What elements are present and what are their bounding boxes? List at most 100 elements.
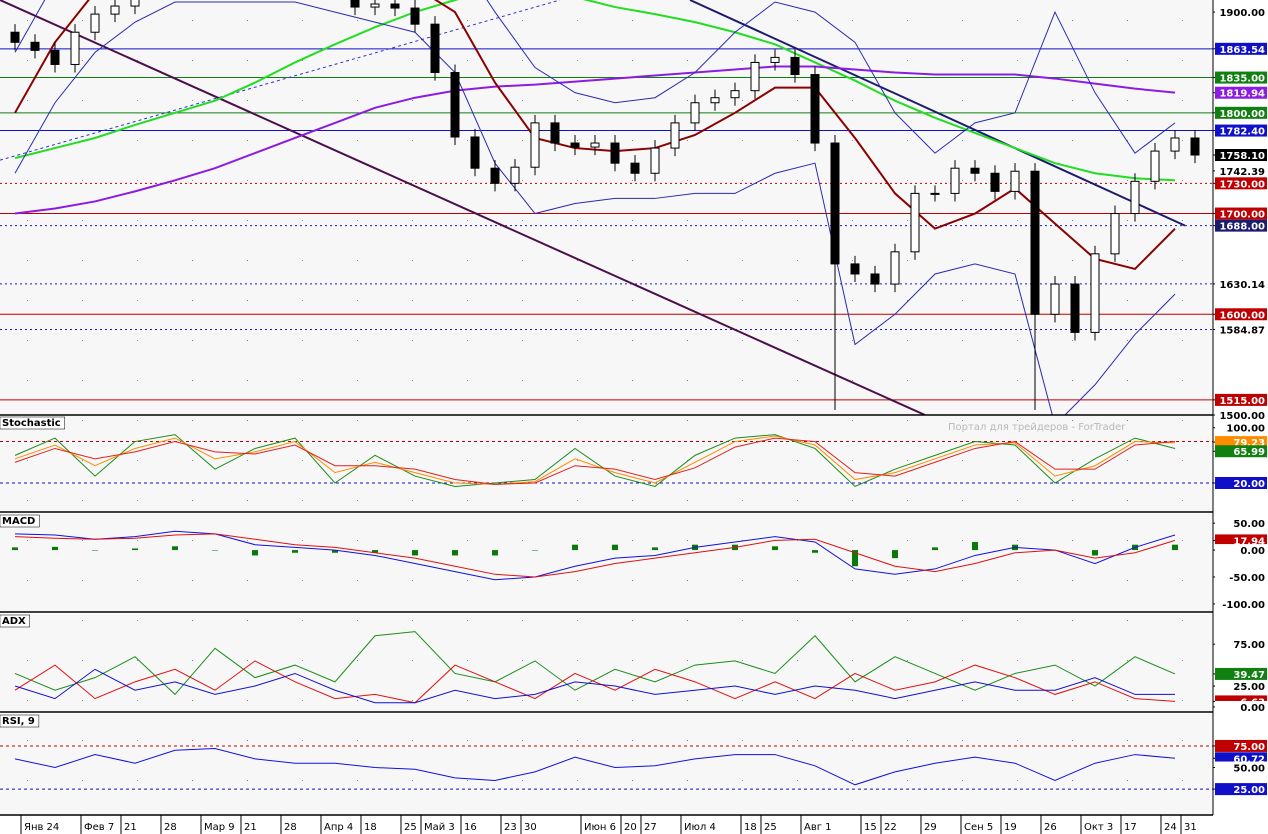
histogram-bar (612, 544, 618, 551)
histogram-bar (772, 546, 778, 551)
x-tick-label: 23 (504, 822, 517, 833)
x-tick-label: 25 (404, 822, 417, 833)
x-tick-label: Май 3 (424, 822, 455, 833)
y-tick-label: -50.00 (1229, 573, 1265, 584)
candle-body (470, 136, 480, 169)
x-tick-label: Янв 24 (24, 822, 59, 833)
y-tick-label: 1600.00 (1219, 310, 1265, 321)
candle-body (130, 0, 140, 7)
panel-title-box (0, 614, 30, 628)
x-tick-label: Мар 9 (204, 822, 235, 833)
y-tick-label: 1819.94 (1219, 89, 1265, 100)
x-tick-label: 25 (764, 822, 777, 833)
histogram-bar (52, 546, 58, 551)
candle-body (930, 192, 940, 195)
grid-dots (0, 714, 1213, 815)
y-tick-label: 1630.14 (1219, 280, 1265, 291)
grid-dots (0, 416, 1213, 512)
candle-body (690, 102, 700, 124)
x-tick-label: 24 (1164, 822, 1177, 833)
candle-body (850, 263, 860, 275)
histogram-bar (572, 544, 578, 551)
series-line (14, 631, 1176, 696)
candle-body (950, 167, 960, 194)
candle-body (430, 23, 440, 74)
plot-area (14, 631, 1176, 704)
candle-body (810, 74, 820, 144)
panel-title: RSI, 9 (2, 716, 35, 727)
y-label-box (1215, 783, 1267, 796)
y-tick-label: 79.23 (1233, 438, 1265, 449)
y-label-box (1215, 124, 1267, 137)
series-line (14, 748, 1176, 786)
panel-title-box (0, 514, 40, 528)
histogram-bar (492, 550, 498, 556)
plot-area (0, 0, 1213, 415)
histogram-bar (932, 547, 938, 551)
histogram-bar (852, 550, 858, 567)
y-label-box (1215, 544, 1267, 557)
y-label-box (1215, 164, 1267, 177)
series-line (14, 533, 1176, 578)
y-tick-label: 1742.39 (1219, 167, 1265, 178)
y-label-box (1215, 445, 1267, 458)
panel-title: MACD (2, 516, 35, 527)
y-label-box (1215, 42, 1267, 55)
histogram-bar (1092, 550, 1098, 556)
x-tick-label: 17 (1124, 822, 1137, 833)
histogram-bar (252, 550, 258, 556)
y-tick-label: 1900.00 (1219, 8, 1265, 19)
series-line (14, 668, 1175, 704)
y-label-box (1215, 409, 1267, 421)
x-tick-label: 29 (924, 822, 937, 833)
y-tick-label: 25.00 (1233, 682, 1265, 693)
x-tick-label: 15 (864, 822, 877, 833)
grid-dots (0, 0, 1213, 415)
plot-area (0, 745, 1213, 790)
y-tick-label: -100.00 (1222, 600, 1265, 611)
panel-title: ADX (2, 616, 26, 627)
y-label-box (1215, 761, 1267, 774)
y-tick-label: 50.00 (1233, 519, 1265, 530)
candle-body (1050, 283, 1060, 315)
y-tick-label: 100.00 (1226, 424, 1265, 435)
x-tick-label: 19 (1004, 822, 1017, 833)
candle-body (790, 56, 800, 76)
series-line (14, 660, 1176, 704)
y-tick-label: 1700.00 (1219, 210, 1265, 221)
candle-body (830, 142, 840, 265)
y-tick-label: 60.72 (1233, 754, 1265, 765)
histogram-bar (652, 547, 658, 551)
candle-body (1170, 137, 1180, 152)
series-line (14, 434, 1176, 488)
histogram-bar (892, 550, 898, 559)
histogram-bar (372, 550, 378, 553)
candle-body (350, 0, 360, 8)
candle-body (770, 56, 780, 63)
series-line (14, 0, 1176, 182)
y-label-box (1215, 476, 1267, 489)
y-tick-label: 1863.54 (1219, 45, 1265, 56)
x-tick-label: Апр 4 (324, 822, 353, 833)
x-tick-label: 28 (164, 822, 177, 833)
y-tick-label: 1800.00 (1219, 109, 1265, 120)
y-tick-label: 65.99 (1233, 447, 1265, 458)
candle-body (10, 31, 20, 43)
y-tick-label: 1500.00 (1219, 411, 1265, 422)
y-label-box (1215, 597, 1267, 610)
x-tick-label: Сен 5 (964, 822, 993, 833)
y-tick-label: 1730.00 (1219, 179, 1265, 190)
histogram-bar (132, 548, 138, 551)
candle-body (990, 172, 1000, 192)
watermark: Портал для трейдеров - ForTrader (948, 422, 1126, 433)
y-label-box (1215, 638, 1267, 651)
candle-body (730, 90, 740, 99)
y-label-box (1215, 517, 1267, 530)
x-tick-label: 26 (1044, 822, 1057, 833)
candle-body (450, 72, 460, 138)
candle-body (710, 97, 720, 104)
y-label-box (1215, 393, 1267, 406)
